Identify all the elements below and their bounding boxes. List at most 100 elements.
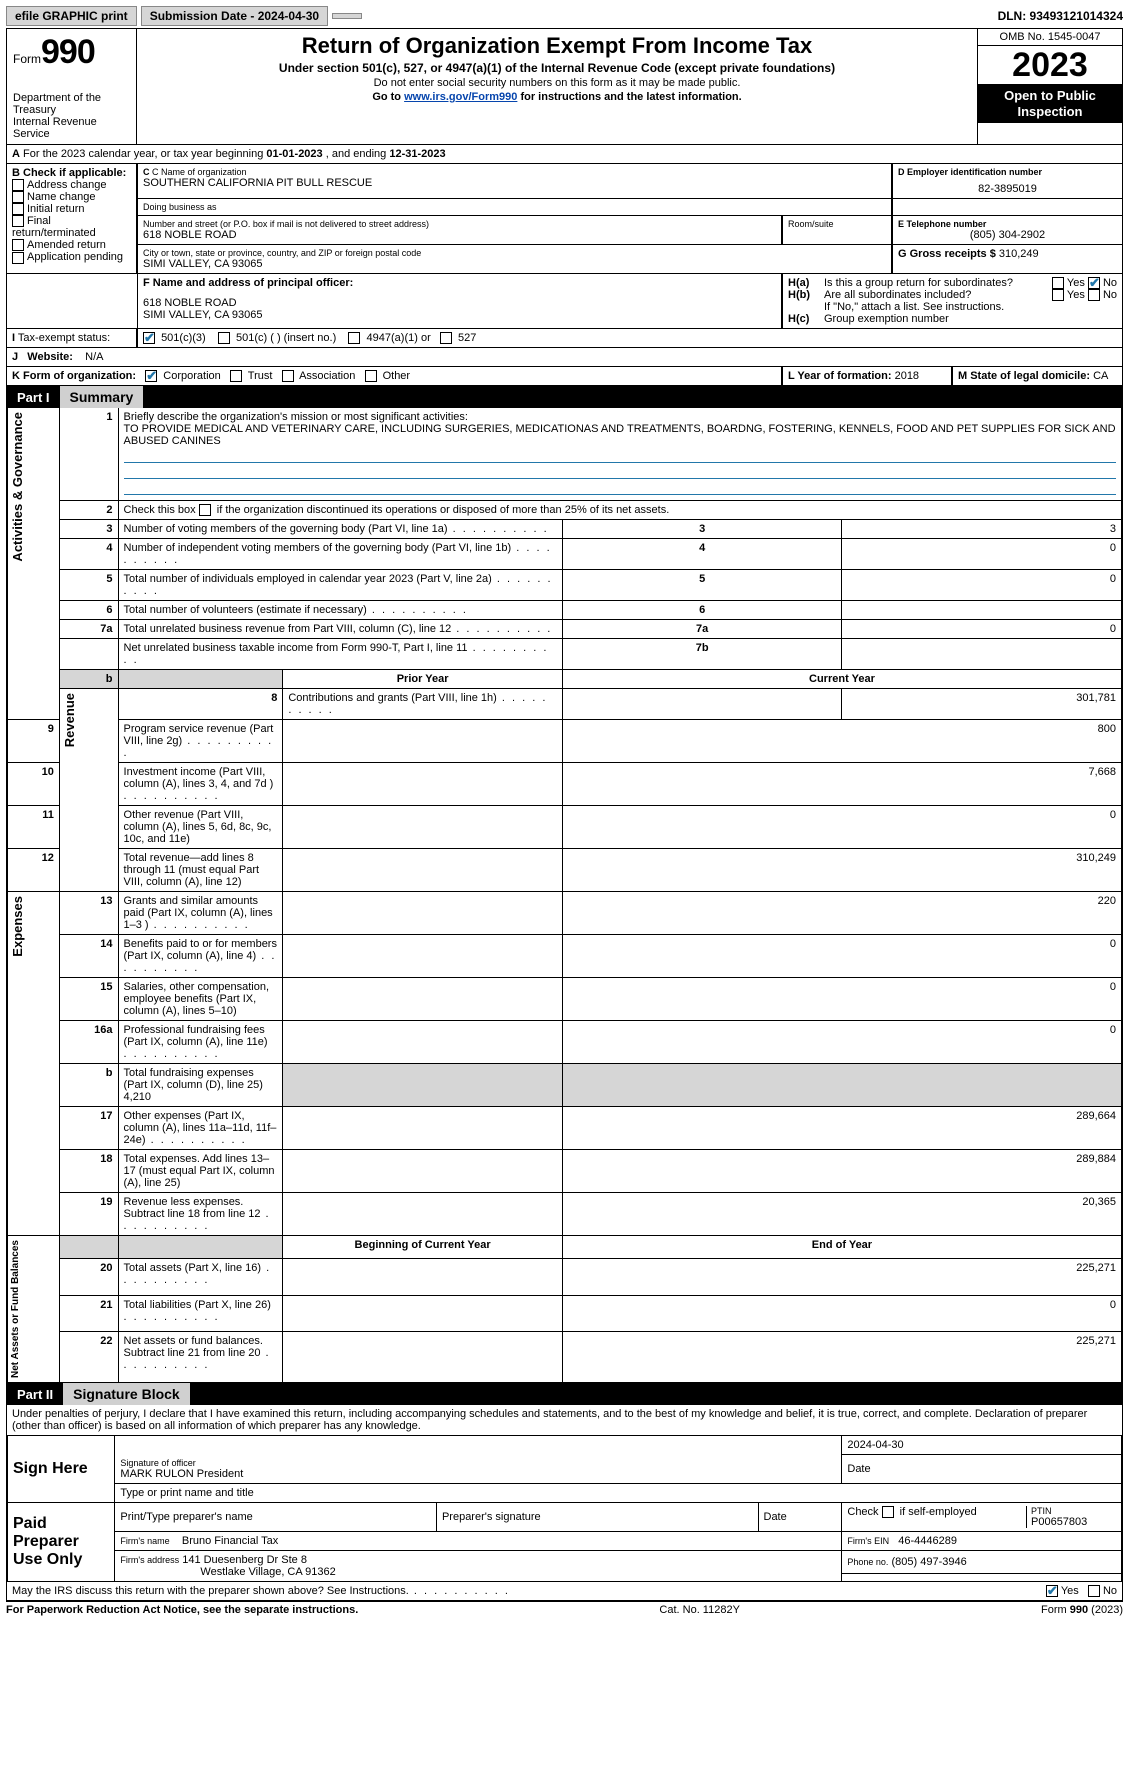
c8: 301,781: [842, 689, 1122, 720]
prior-year-hdr: Prior Year: [283, 670, 563, 689]
l19-text: Revenue less expenses. Subtract line 18 …: [118, 1193, 283, 1236]
v6: [842, 601, 1122, 620]
l18-text: Total expenses. Add lines 13–17 (must eq…: [118, 1150, 283, 1193]
l7b-text: Net unrelated business taxable income fr…: [118, 639, 562, 670]
section-exp: Expenses: [8, 892, 27, 961]
phone-label: Phone no.: [847, 1557, 888, 1567]
irs-link[interactable]: www.irs.gov/Form990: [404, 91, 517, 103]
prep-date-label: Date: [758, 1502, 842, 1531]
ha-label: H(a): [788, 277, 824, 289]
chk-4947[interactable]: [348, 332, 360, 344]
l11-text: Other revenue (Part VIII, column (A), li…: [118, 806, 283, 849]
cat-no: Cat. No. 11282Y: [659, 1604, 740, 1616]
prep-sig-label: Preparer's signature: [436, 1502, 758, 1531]
submission-date-button[interactable]: Submission Date - 2024-04-30: [141, 6, 328, 26]
current-year-hdr: Current Year: [562, 670, 1121, 689]
box-b: B Check if applicable: Address change Na…: [7, 164, 137, 274]
part2-num: Part II: [7, 1384, 63, 1405]
box-e-label: E Telephone number: [898, 219, 1117, 229]
irs-label: Internal Revenue Service: [13, 116, 130, 140]
city-value: SIMI VALLEY, CA 93065: [143, 258, 886, 270]
firm-name: Bruno Financial Tax: [182, 1535, 278, 1547]
l13-text: Grants and similar amounts paid (Part IX…: [118, 892, 283, 935]
website-value: N/A: [85, 351, 103, 363]
l20-text: Total assets (Part X, line 16): [118, 1258, 283, 1295]
chk-name-change[interactable]: [12, 191, 24, 203]
phone-value: (805) 304-2902: [898, 229, 1117, 241]
officer-addr2: SIMI VALLEY, CA 93065: [143, 309, 776, 321]
form-subtitle-2: Do not enter social security numbers on …: [143, 77, 971, 89]
chk-corp[interactable]: [145, 370, 157, 382]
chk-501c[interactable]: [218, 332, 230, 344]
v3: 3: [842, 520, 1122, 539]
hc-text: Group exemption number: [824, 313, 949, 325]
v7b: [842, 639, 1122, 670]
box-g: G Gross receipts $ 310,249: [898, 248, 1117, 260]
form-subtitle-1: Under section 501(c), 527, or 4947(a)(1)…: [143, 61, 971, 75]
chk-501c3[interactable]: [143, 332, 155, 344]
chk-amended-return[interactable]: [12, 239, 24, 251]
hb-label: H(b): [788, 289, 824, 301]
chk-ha-yes[interactable]: [1052, 277, 1064, 289]
page-footer: For Paperwork Reduction Act Notice, see …: [6, 1604, 1123, 1616]
hb-text: Are all subordinates included?: [824, 289, 1052, 301]
c17: 289,664: [562, 1107, 1121, 1150]
l1-label: Briefly describe the organization's miss…: [124, 411, 468, 423]
l17-text: Other expenses (Part IX, column (A), lin…: [118, 1107, 283, 1150]
officer-name: MARK RULON President: [120, 1468, 836, 1480]
l22-text: Net assets or fund balances. Subtract li…: [118, 1332, 283, 1383]
ptin-label: PTIN: [1031, 1506, 1116, 1516]
line-k-label: K Form of organization:: [12, 370, 136, 382]
chk-l2[interactable]: [199, 504, 211, 516]
l3-text: Number of voting members of the governin…: [118, 520, 562, 539]
chk-ha-no[interactable]: [1088, 277, 1100, 289]
chk-discuss-yes[interactable]: [1046, 1585, 1058, 1597]
firm-addr1: 141 Duesenberg Dr Ste 8: [182, 1554, 307, 1566]
efile-print-button[interactable]: efile GRAPHIC print: [6, 6, 137, 26]
form-label: Form990: [13, 33, 130, 72]
l16b-text: Total fundraising expenses (Part IX, col…: [118, 1064, 283, 1107]
chk-discuss-no[interactable]: [1088, 1585, 1100, 1597]
org-name: SOUTHERN CALIFORNIA PIT BULL RESCUE: [143, 177, 886, 189]
form-number: 990: [41, 33, 95, 71]
chk-assoc[interactable]: [282, 370, 294, 382]
chk-other[interactable]: [365, 370, 377, 382]
v7a: 0: [842, 620, 1122, 639]
chk-527[interactable]: [440, 332, 452, 344]
topbar: efile GRAPHIC print Submission Date - 20…: [6, 6, 1123, 26]
line-m: M State of legal domicile: CA: [952, 367, 1122, 386]
box-d-label: D Employer identification number: [898, 167, 1117, 177]
street-value: 618 NOBLE ROAD: [143, 229, 776, 241]
chk-trust[interactable]: [230, 370, 242, 382]
chk-initial-return[interactable]: [12, 203, 24, 215]
l21-text: Total liabilities (Part X, line 26): [118, 1295, 283, 1332]
dln-label: DLN: 93493121014324: [998, 9, 1123, 23]
chk-final-return[interactable]: [12, 215, 24, 227]
line-j-label: Website:: [27, 351, 73, 363]
l15-text: Salaries, other compensation, employee b…: [118, 978, 283, 1021]
chk-self-employed[interactable]: [882, 1506, 894, 1518]
dept-label: Department of the Treasury: [13, 92, 130, 116]
eoy-hdr: End of Year: [562, 1236, 1121, 1259]
l6-text: Total number of volunteers (estimate if …: [118, 601, 562, 620]
signature-table: Sign Here 2024-04-30 Signature of office…: [7, 1435, 1122, 1582]
sign-here-label: Sign Here: [8, 1436, 115, 1503]
c12: 310,249: [562, 849, 1121, 892]
l5-text: Total number of individuals employed in …: [118, 570, 562, 601]
l16a-text: Professional fundraising fees (Part IX, …: [118, 1021, 283, 1064]
prep-name-label: Print/Type preparer's name: [115, 1502, 437, 1531]
blank-button[interactable]: [332, 13, 362, 19]
street-label: Number and street (or P.O. box if mail i…: [143, 219, 776, 229]
line-i-label: Tax-exempt status:: [18, 332, 110, 344]
l8-text: Contributions and grants (Part VIII, lin…: [283, 689, 563, 720]
chk-hb-yes[interactable]: [1052, 289, 1064, 301]
chk-application-pending[interactable]: [12, 252, 24, 264]
l2-text: Check this box if the organization disco…: [124, 504, 670, 516]
chk-address-change[interactable]: [12, 179, 24, 191]
form-footer: Form 990 (2023): [1041, 1604, 1123, 1616]
chk-hb-no[interactable]: [1088, 289, 1100, 301]
form-title: Return of Organization Exempt From Incom…: [143, 33, 971, 59]
tax-year: 2023: [978, 46, 1122, 84]
c10: 7,668: [562, 763, 1121, 806]
part2-title: Signature Block: [63, 1383, 190, 1405]
